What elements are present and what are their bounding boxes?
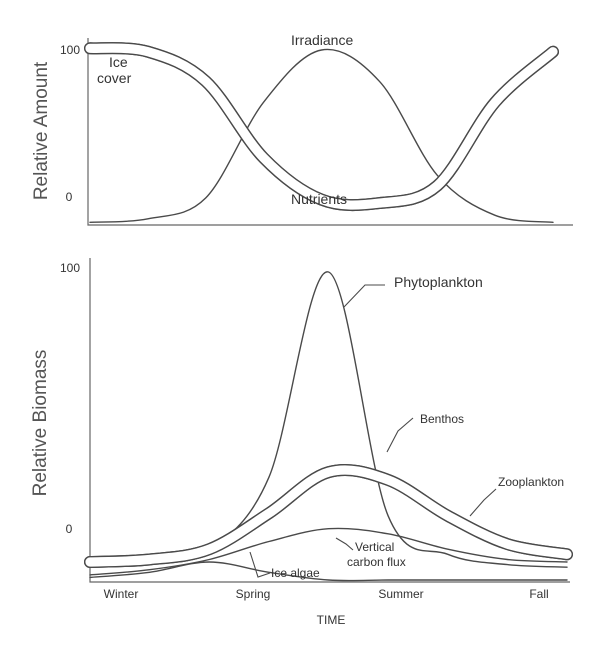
top-series-irradiance [89, 48, 554, 223]
bottom-series-benthos-fill [85, 465, 572, 567]
x-tick-fall: Fall [529, 587, 548, 601]
x-tick-winter: Winter [104, 587, 139, 601]
bottom-series-vertical-carbon-flux [89, 527, 568, 576]
label-nutrients: Nutrients [291, 191, 347, 207]
top-series-nutrients-fill [85, 43, 558, 210]
bottom-series-zooplankton [84, 464, 573, 568]
bottom-series-zooplankton-fill [85, 465, 572, 567]
bottom-y-tick-100: 100 [60, 261, 80, 275]
bottom-panel: Relative Biomass 0 100 Phytoplankton Ben… [30, 258, 573, 627]
label-ice-cover-line-2: cover [97, 70, 132, 86]
leader-vertical-carbon-flux [335, 537, 354, 551]
bottom-axes-frame [89, 258, 570, 583]
top-series-nutrients [84, 42, 559, 212]
top-y-tick-0: 0 [66, 190, 73, 204]
top-panel: Relative Amount 0 100 Ice cover Irradian… [31, 32, 573, 226]
bottom-series-benthos [84, 464, 573, 568]
label-zooplankton: Zooplankton [498, 475, 564, 489]
label-irradiance: Irradiance [291, 32, 353, 48]
label-vertical-carbon-flux-line-1: Vertical [355, 540, 394, 554]
top-y-tick-100: 100 [60, 43, 80, 57]
leader-phytoplankton [343, 284, 385, 308]
bottom-y-axis-label: Relative Biomass [30, 350, 51, 497]
bottom-y-tick-0: 0 [66, 522, 73, 536]
label-ice-cover-line-1: Ice [109, 54, 128, 70]
leader-benthos [386, 417, 414, 453]
top-y-axis-label: Relative Amount [31, 61, 52, 200]
x-tick-summer: Summer [378, 587, 423, 601]
leader-zooplankton [469, 488, 497, 517]
bottom-series-ice-algae [89, 561, 568, 582]
label-ice-algae: Ice algae [271, 566, 320, 580]
leader-ice-algae [249, 551, 271, 578]
top-axes-frame [87, 38, 573, 226]
bottom-series-phytoplankton [89, 271, 568, 568]
label-phytoplankton: Phytoplankton [394, 274, 483, 290]
x-axis-label: TIME [317, 613, 346, 627]
label-benthos: Benthos [420, 412, 464, 426]
label-vertical-carbon-flux-line-2: carbon flux [347, 555, 406, 569]
x-tick-spring: Spring [236, 587, 271, 601]
